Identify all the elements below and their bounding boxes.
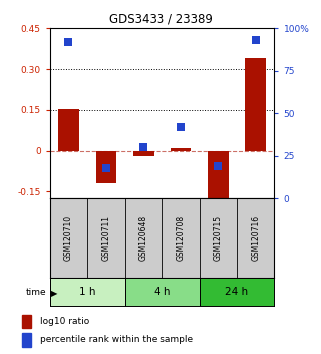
Text: time: time (26, 287, 47, 297)
Text: log10 ratio: log10 ratio (40, 317, 89, 326)
Text: 24 h: 24 h (225, 287, 248, 297)
Point (66, 39, 71, 45)
Text: GSM120715: GSM120715 (214, 215, 223, 261)
Text: GSM120648: GSM120648 (139, 215, 148, 261)
Bar (246, 58, 266, 151)
Bar (22, 315, 31, 328)
Text: GSM120710: GSM120710 (64, 215, 73, 261)
Text: GDS3433 / 23389: GDS3433 / 23389 (108, 12, 213, 25)
Text: ▶: ▶ (51, 289, 58, 298)
Point (103, 165, 108, 171)
Point (141, 144, 146, 150)
Bar (208, 151, 229, 198)
Text: 1 h: 1 h (79, 287, 95, 297)
Point (216, 163, 221, 169)
Bar (125, 278, 200, 306)
Point (253, 38, 258, 43)
Bar (96, 151, 116, 183)
Bar (58, 109, 79, 151)
Bar (22, 333, 31, 347)
Text: GSM120716: GSM120716 (251, 215, 260, 261)
Bar (200, 278, 274, 306)
Text: percentile rank within the sample: percentile rank within the sample (40, 336, 193, 344)
Bar (50, 278, 125, 306)
Bar (133, 151, 154, 156)
Bar (170, 148, 191, 151)
Text: GSM120711: GSM120711 (101, 215, 110, 261)
Text: 4 h: 4 h (154, 287, 170, 297)
Text: GSM120708: GSM120708 (176, 215, 185, 261)
Point (178, 124, 183, 130)
